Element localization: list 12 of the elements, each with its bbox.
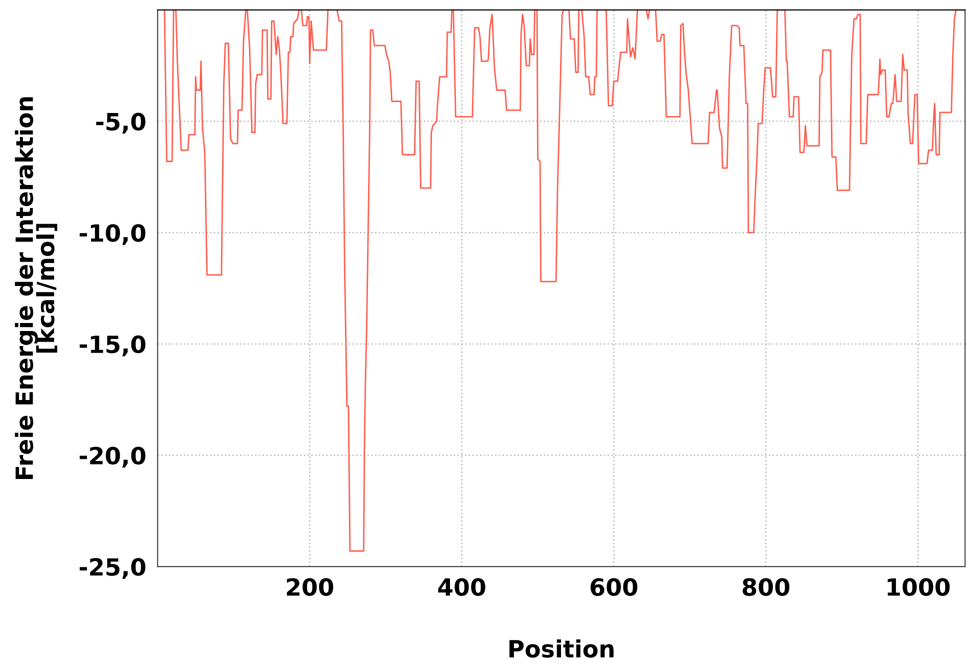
y-tick-label: -20,0 xyxy=(80,446,146,468)
y-tick-label: -10,0 xyxy=(80,224,146,245)
y-tick-label: -25,0 xyxy=(80,558,146,579)
x-tick-label: 200 xyxy=(286,578,334,596)
x-axis-title: Position xyxy=(509,639,614,658)
y-tick-label: -5,0 xyxy=(96,112,146,134)
x-tick-label: 800 xyxy=(742,578,790,596)
y-axis-title: Freie Energie der Interaktion [kcal/mol] xyxy=(14,97,58,480)
y-tick-label: -15,0 xyxy=(80,335,146,356)
x-tick-label: 1000 xyxy=(888,578,950,596)
x-tick-label: 600 xyxy=(590,578,638,596)
x-tick-label: 400 xyxy=(438,578,486,596)
